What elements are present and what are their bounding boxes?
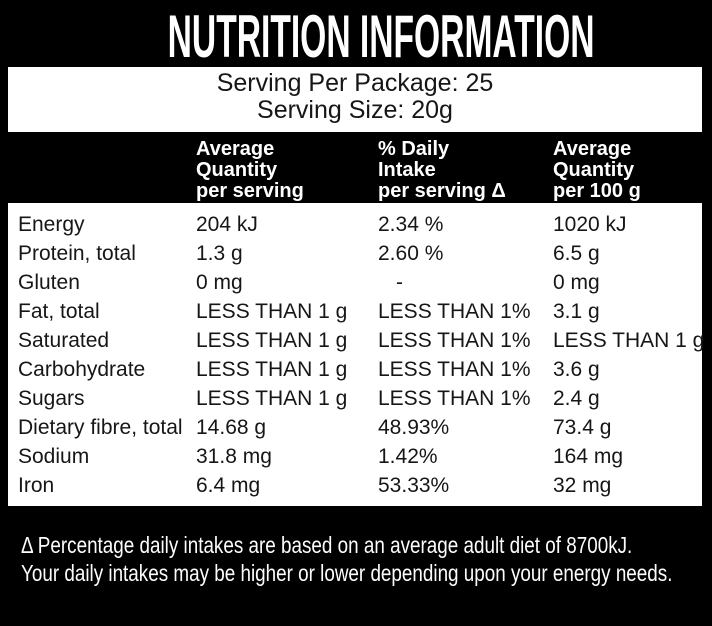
value-per-100g: 3.6 g <box>553 358 600 381</box>
nutrient-name: Saturated <box>18 329 110 352</box>
table-row-dietary-fibre: Dietary fibre, total 14.68 g 48.93% 73.4… <box>8 413 702 442</box>
column-header-daily-intake: % Daily Intake per serving Δ <box>378 138 506 202</box>
value-per-serving: 14.68 g <box>196 416 267 439</box>
value-per-100g: LESS THAN 1 g <box>553 329 705 352</box>
value-per-100g: 73.4 g <box>553 416 612 439</box>
table-row-carbohydrate: Carbohydrate LESS THAN 1 g LESS THAN 1% … <box>8 355 702 384</box>
serving-size: Serving Size: 20g <box>257 96 453 124</box>
footnote-line-2: Your daily intakes may be higher or lowe… <box>21 560 673 586</box>
nutrition-table: Energy 204 kJ 2.34 % 1020 kJ Protein, to… <box>8 203 705 506</box>
column-header-per-serving: Average Quantity per serving <box>196 138 304 202</box>
value-per-100g: 3.1 g <box>553 300 600 323</box>
nutrient-name: Iron <box>18 474 55 497</box>
value-per-serving: 204 kJ <box>196 213 258 236</box>
table-row-sugars: Sugars LESS THAN 1 g LESS THAN 1% 2.4 g <box>8 384 702 413</box>
nutrition-label-title-text: NUTRITION INFORMATION <box>167 3 595 70</box>
value-per-serving: 1.3 g <box>196 242 243 265</box>
value-per-100g: 164 mg <box>553 445 624 468</box>
value-daily-intake: LESS THAN 1% <box>378 358 531 381</box>
value-daily-intake: - <box>396 271 403 294</box>
value-daily-intake: LESS THAN 1% <box>378 300 531 323</box>
value-per-serving: LESS THAN 1 g <box>196 329 348 352</box>
column-header-per-100g: Average Quantity per 100 g <box>553 138 641 202</box>
footnote-line-1: Δ Percentage daily intakes are based on … <box>21 532 633 558</box>
nutrient-name: Gluten <box>18 271 80 294</box>
value-per-serving: 6.4 mg <box>196 474 261 497</box>
table-row-saturated: Saturated LESS THAN 1 g LESS THAN 1% LES… <box>8 326 705 355</box>
value-daily-intake: LESS THAN 1% <box>378 329 531 352</box>
column-header-spacer <box>18 139 196 202</box>
table-row-gluten: Gluten 0 mg - 0 mg <box>8 268 702 297</box>
value-daily-intake: 2.34 % <box>378 213 444 236</box>
value-per-serving: LESS THAN 1 g <box>196 300 348 323</box>
nutrient-name: Energy <box>18 213 85 236</box>
table-row-protein: Protein, total 1.3 g 2.60 % 6.5 g <box>8 239 702 268</box>
value-daily-intake: 1.42% <box>378 445 438 468</box>
value-per-serving: 0 mg <box>196 271 243 294</box>
serving-info-panel: Serving Per Package: 25 Serving Size: 20… <box>8 67 702 132</box>
table-row-sodium: Sodium 31.8 mg 1.42% 164 mg <box>8 442 702 471</box>
nutrient-name: Sodium <box>18 445 90 468</box>
value-daily-intake: 53.33% <box>378 474 450 497</box>
daily-intake-footnote: Δ Percentage daily intakes are based on … <box>21 531 712 587</box>
value-per-100g: 1020 kJ <box>553 213 627 236</box>
value-per-100g: 2.4 g <box>553 387 600 410</box>
value-daily-intake: 2.60 % <box>378 242 444 265</box>
value-daily-intake: 48.93% <box>378 416 450 439</box>
value-per-serving: LESS THAN 1 g <box>196 358 348 381</box>
table-row-iron: Iron 6.4 mg 53.33% 32 mg <box>8 471 702 500</box>
nutrient-name: Sugars <box>18 387 85 410</box>
table-row-fat: Fat, total LESS THAN 1 g LESS THAN 1% 3.… <box>8 297 702 326</box>
table-row-energy: Energy 204 kJ 2.34 % 1020 kJ <box>8 210 702 239</box>
nutrient-name: Protein, total <box>18 242 136 265</box>
value-per-serving: 31.8 mg <box>196 445 272 468</box>
servings-per-package: Serving Per Package: 25 <box>216 69 494 97</box>
value-daily-intake: LESS THAN 1% <box>378 387 531 410</box>
nutrient-name: Carbohydrate <box>18 358 146 381</box>
nutrition-label-title: NUTRITION INFORMATION <box>0 7 712 67</box>
value-per-serving: LESS THAN 1 g <box>196 387 348 410</box>
value-per-100g: 32 mg <box>553 474 612 497</box>
value-per-100g: 0 mg <box>553 271 600 294</box>
column-header-band: Average Quantity per serving % Daily Int… <box>8 139 702 202</box>
value-per-100g: 6.5 g <box>553 242 600 265</box>
nutrient-name: Dietary fibre, total <box>18 416 183 439</box>
nutrient-name: Fat, total <box>18 300 100 323</box>
